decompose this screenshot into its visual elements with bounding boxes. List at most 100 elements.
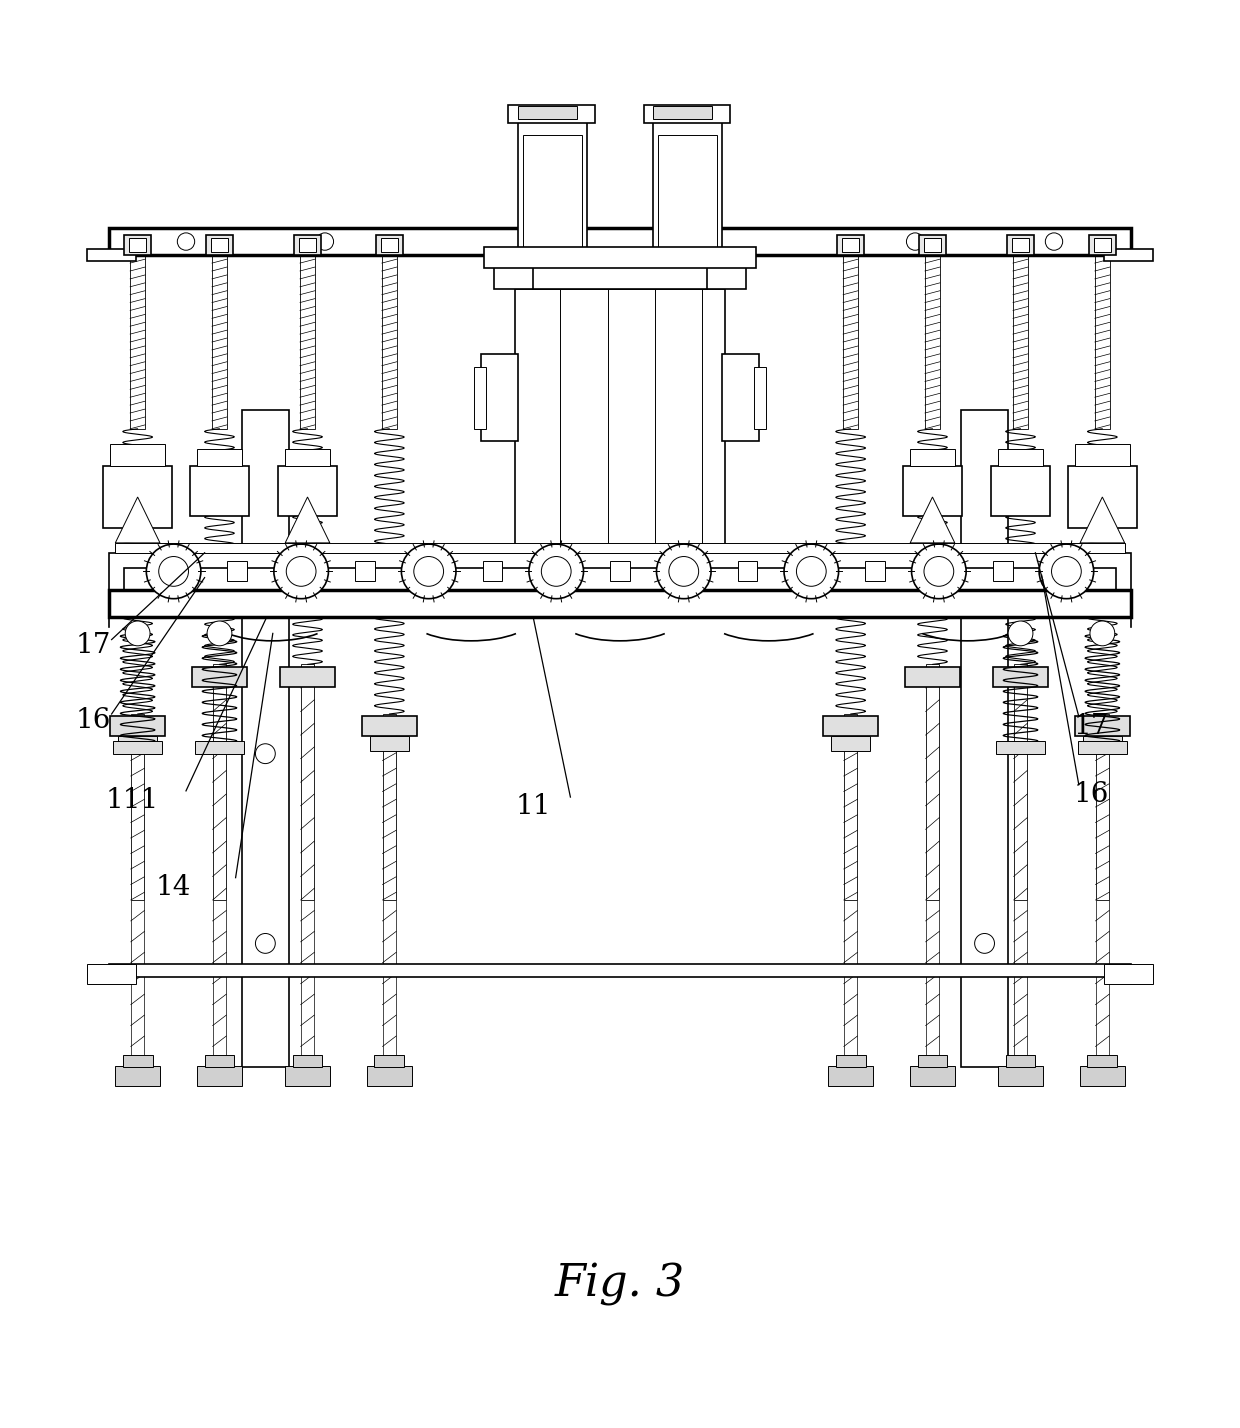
Bar <box>925 900 940 1067</box>
Bar <box>961 410 1008 1067</box>
Bar <box>87 964 136 984</box>
Bar <box>494 267 746 288</box>
Bar <box>1068 466 1137 528</box>
Bar <box>197 448 242 466</box>
Circle shape <box>1045 233 1063 250</box>
Bar <box>1012 238 1029 253</box>
Text: 16: 16 <box>1074 781 1109 808</box>
Bar <box>381 238 398 253</box>
Text: 14: 14 <box>156 874 191 901</box>
Bar <box>653 119 722 248</box>
Circle shape <box>1052 557 1081 587</box>
Bar <box>1096 714 1110 900</box>
Text: Fig. 3: Fig. 3 <box>554 1262 686 1307</box>
Bar <box>1078 741 1127 754</box>
Bar <box>124 236 151 256</box>
Bar <box>722 354 759 441</box>
Circle shape <box>316 233 334 250</box>
Circle shape <box>1008 621 1033 645</box>
Bar <box>109 964 1131 977</box>
Bar <box>844 900 858 1067</box>
Circle shape <box>542 557 572 587</box>
Bar <box>515 288 725 568</box>
Bar <box>518 119 587 248</box>
Bar <box>382 900 397 1067</box>
Circle shape <box>796 557 826 587</box>
Bar <box>242 410 289 1067</box>
Bar <box>278 466 337 516</box>
Bar <box>905 667 960 687</box>
Bar <box>842 238 859 253</box>
Bar <box>828 1067 873 1087</box>
Bar <box>533 267 707 288</box>
Bar <box>910 1067 955 1087</box>
Bar <box>1006 1055 1035 1067</box>
Bar <box>115 543 1125 553</box>
Bar <box>293 1055 322 1067</box>
Bar <box>836 1055 866 1067</box>
Bar <box>831 737 870 751</box>
Bar <box>918 1055 947 1067</box>
Bar <box>1095 256 1110 428</box>
Bar <box>280 667 335 687</box>
Bar <box>123 1055 153 1067</box>
Bar <box>523 134 582 247</box>
Bar <box>1075 444 1130 466</box>
Polygon shape <box>910 497 955 543</box>
Bar <box>474 367 486 428</box>
Bar <box>362 717 417 737</box>
Circle shape <box>125 621 150 645</box>
Bar <box>213 664 226 900</box>
Bar <box>644 106 730 123</box>
Bar <box>924 238 941 253</box>
Bar <box>484 247 756 267</box>
Bar <box>482 561 502 581</box>
Bar <box>299 238 316 253</box>
Circle shape <box>146 544 201 598</box>
Bar <box>919 236 946 256</box>
Bar <box>925 256 940 428</box>
Circle shape <box>177 233 195 250</box>
Bar <box>481 354 518 441</box>
Bar <box>996 741 1045 754</box>
Bar <box>843 256 858 428</box>
Circle shape <box>402 544 456 598</box>
Circle shape <box>255 744 275 764</box>
Text: 17: 17 <box>76 633 110 660</box>
Text: 11: 11 <box>516 794 551 821</box>
Bar <box>823 717 878 737</box>
Bar <box>124 568 1116 590</box>
Bar <box>103 466 172 528</box>
Bar <box>844 714 858 900</box>
Bar <box>1104 964 1153 984</box>
Bar <box>993 667 1048 687</box>
Bar <box>113 741 162 754</box>
Bar <box>370 737 409 751</box>
Bar <box>1013 256 1028 428</box>
Bar <box>1080 1067 1125 1087</box>
Polygon shape <box>115 497 160 543</box>
Bar <box>109 228 1131 256</box>
Bar <box>129 238 146 253</box>
Bar <box>109 590 1131 617</box>
Bar <box>658 134 717 247</box>
Bar <box>382 256 397 428</box>
Bar <box>993 561 1013 581</box>
Bar <box>1089 236 1116 256</box>
Circle shape <box>159 557 188 587</box>
Circle shape <box>911 544 966 598</box>
Bar <box>1014 664 1028 900</box>
Bar <box>195 741 244 754</box>
Circle shape <box>255 934 275 954</box>
Bar <box>355 561 374 581</box>
Bar <box>211 238 228 253</box>
Text: 17: 17 <box>1074 713 1109 740</box>
Polygon shape <box>1080 497 1125 543</box>
Bar <box>754 367 766 428</box>
Bar <box>300 900 315 1067</box>
Circle shape <box>207 621 232 645</box>
Circle shape <box>668 557 698 587</box>
Bar <box>1083 737 1122 751</box>
Bar <box>376 236 403 256</box>
Bar <box>285 448 330 466</box>
